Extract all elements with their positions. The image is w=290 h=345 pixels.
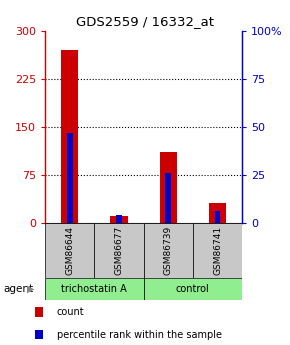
Bar bbox=[110, 216, 128, 223]
Bar bbox=[45, 278, 144, 300]
Text: GDS2559 / 16332_at: GDS2559 / 16332_at bbox=[76, 16, 214, 29]
Text: trichostatin A: trichostatin A bbox=[61, 284, 127, 294]
Bar bbox=[165, 173, 171, 223]
Bar bbox=[116, 215, 122, 223]
Bar bbox=[160, 152, 177, 223]
Bar bbox=[215, 211, 220, 223]
Text: GSM86741: GSM86741 bbox=[213, 226, 222, 275]
Bar bbox=[209, 203, 226, 223]
Bar bbox=[45, 223, 94, 278]
Text: agent: agent bbox=[3, 284, 33, 294]
Bar bbox=[144, 223, 193, 278]
Text: GSM86739: GSM86739 bbox=[164, 226, 173, 275]
Text: GSM86644: GSM86644 bbox=[65, 226, 74, 275]
Text: ▶: ▶ bbox=[27, 284, 34, 294]
Text: GSM86677: GSM86677 bbox=[114, 226, 124, 275]
Text: percentile rank within the sample: percentile rank within the sample bbox=[57, 330, 222, 339]
Bar bbox=[61, 50, 78, 223]
Text: count: count bbox=[57, 307, 84, 317]
Text: control: control bbox=[176, 284, 210, 294]
Bar bbox=[94, 223, 144, 278]
Bar bbox=[144, 278, 242, 300]
Bar bbox=[193, 223, 242, 278]
Bar bbox=[67, 132, 72, 223]
